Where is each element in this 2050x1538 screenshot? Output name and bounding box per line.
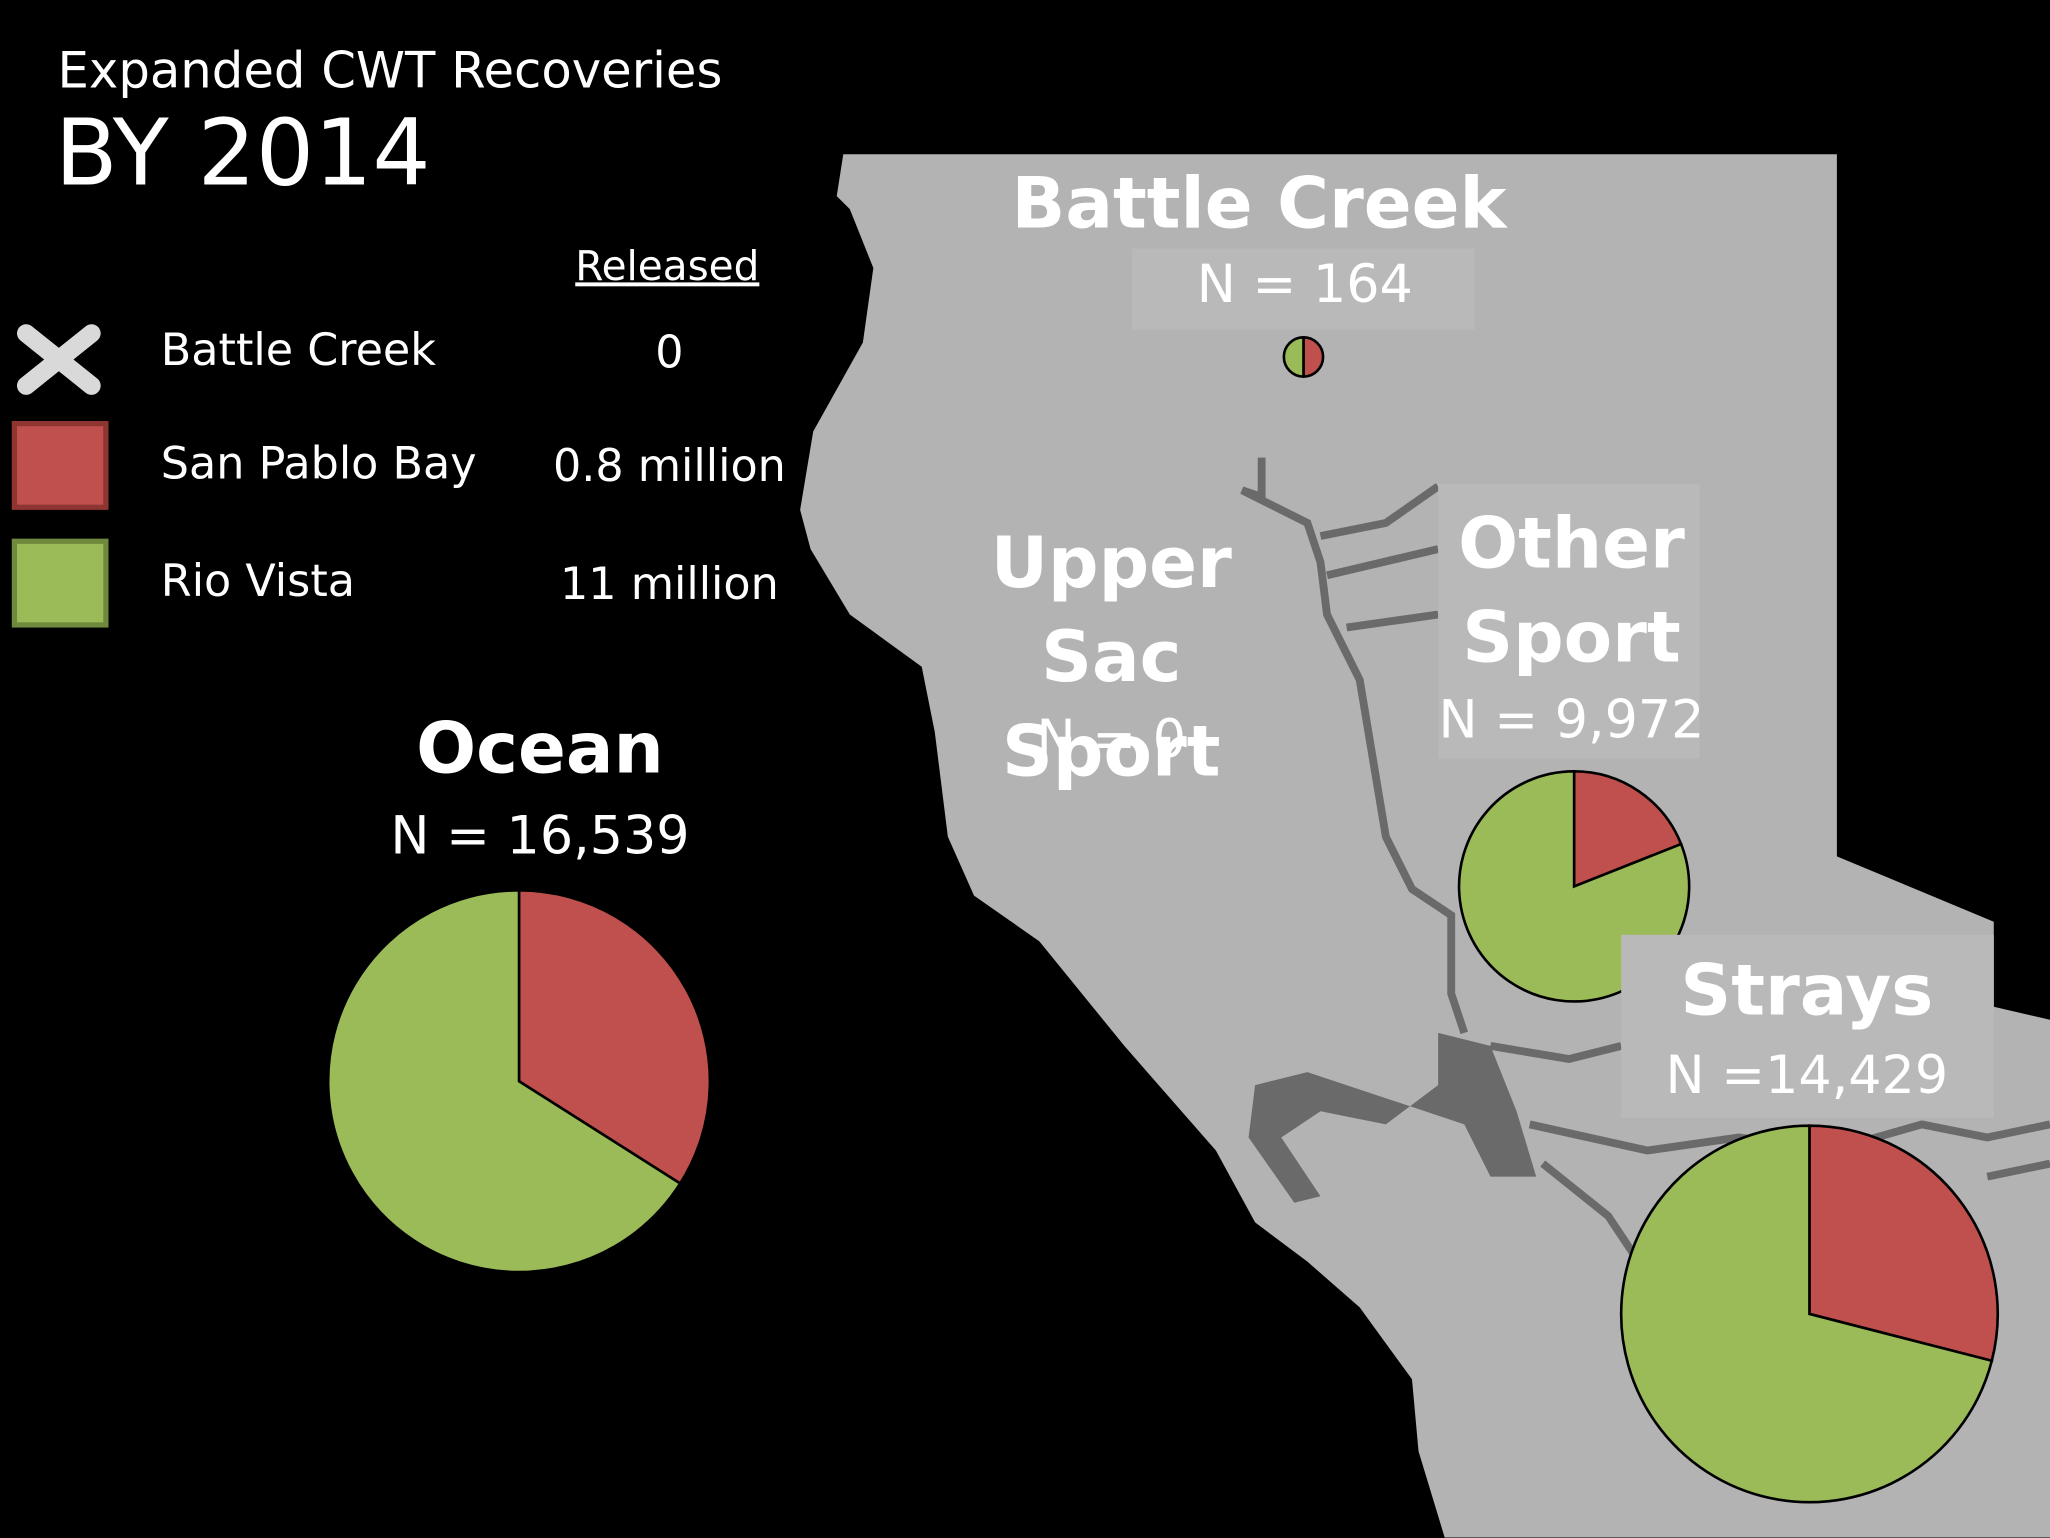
- pie-count: N =14,429: [1665, 1045, 1949, 1107]
- region-count: N = 0: [1036, 709, 1187, 771]
- bay: [1248, 1032, 1537, 1203]
- legend-swatch: [11, 538, 109, 628]
- legend-title: Released: [575, 243, 760, 291]
- pie-title: Ocean: [416, 707, 664, 790]
- legend-label: San Pablo Bay: [160, 437, 477, 491]
- pie-slice: [1619, 1124, 1994, 1504]
- label-background: [1438, 483, 1700, 759]
- pie-slice: [326, 889, 683, 1274]
- legend-label: Battle Creek: [160, 324, 437, 377]
- title: Expanded CWT Recoveries: [57, 41, 723, 100]
- pie-title: Battle Creek: [1011, 162, 1507, 245]
- legend-swatch: [11, 420, 109, 510]
- legend-released: 0.8 million: [552, 440, 786, 493]
- pie-count: N = 9,972: [1438, 690, 1705, 751]
- pie-title: Other Sport: [1458, 502, 1685, 679]
- pie-count: N = 16,539: [390, 806, 690, 867]
- pie-slice: [1302, 335, 1325, 378]
- pie-slice: [1808, 1124, 1999, 1363]
- pie-slice: [1572, 770, 1683, 889]
- legend-released: 0: [655, 326, 684, 380]
- legend-released: 11 million: [560, 558, 779, 611]
- region-title: Upper Sac Sport: [990, 521, 1232, 793]
- pie-slice: [1282, 335, 1305, 378]
- pie-count: N = 164: [1196, 254, 1413, 316]
- label-background: [1132, 248, 1475, 330]
- subtitle: BY 2014: [54, 99, 431, 207]
- pie-title: Strays: [1680, 949, 1934, 1032]
- legend-label: Rio Vista: [160, 555, 355, 608]
- label-background: [1621, 934, 1994, 1118]
- legend-x-icon: [16, 324, 101, 395]
- legend-icons: [16, 324, 101, 395]
